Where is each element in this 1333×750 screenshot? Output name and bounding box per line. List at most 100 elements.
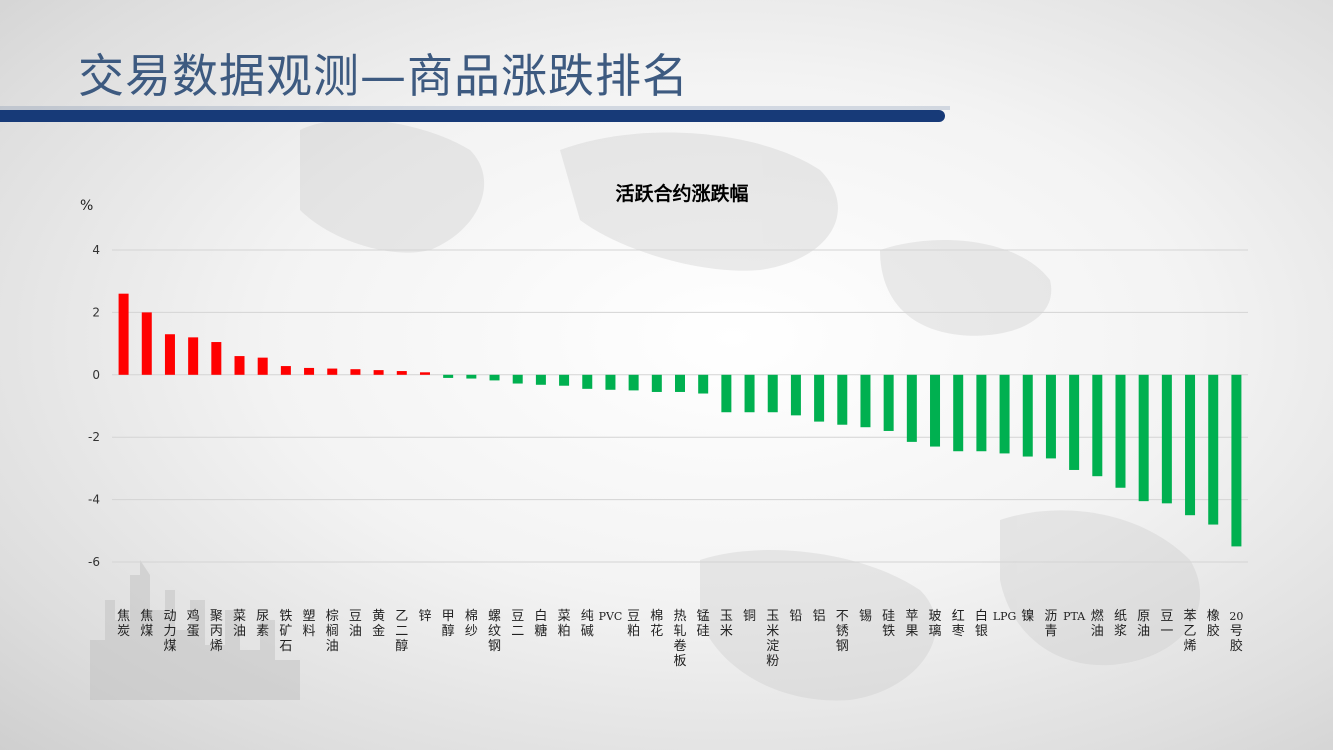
x-tick-label: 聚丙烯 bbox=[210, 609, 223, 654]
bars bbox=[118, 293, 1242, 547]
bar bbox=[976, 374, 987, 452]
bar bbox=[628, 374, 639, 391]
bar bbox=[582, 374, 593, 389]
bar bbox=[466, 374, 477, 379]
x-tick-label: 20 号胶 bbox=[1229, 610, 1243, 654]
bar bbox=[280, 366, 291, 375]
x-tick-label: 豆粕 bbox=[627, 609, 640, 639]
x-tick-label: 菜油 bbox=[233, 609, 246, 639]
bar bbox=[373, 370, 384, 375]
bar bbox=[419, 372, 430, 375]
x-tick-label: 沥青 bbox=[1044, 609, 1057, 639]
bar bbox=[396, 371, 407, 375]
bar bbox=[721, 374, 732, 413]
y-tick-label: -2 bbox=[88, 430, 100, 444]
bar bbox=[860, 374, 871, 428]
x-tick-label: 塑料 bbox=[303, 609, 316, 639]
x-tick-label: 棕榈油 bbox=[326, 609, 339, 654]
y-tick-label: -4 bbox=[88, 493, 100, 507]
bar bbox=[605, 374, 616, 390]
header-shadow bbox=[0, 106, 950, 110]
x-tick-label: 锰硅 bbox=[697, 609, 710, 639]
bar bbox=[883, 374, 894, 431]
x-tick-label: 硅铁 bbox=[882, 609, 895, 639]
y-tick-label: 4 bbox=[92, 243, 100, 257]
x-tick-label: 焦炭 bbox=[117, 609, 130, 639]
bar bbox=[837, 374, 848, 425]
bar bbox=[164, 334, 175, 375]
bar bbox=[1045, 374, 1056, 459]
x-tick-label: PVC bbox=[599, 610, 623, 623]
bar bbox=[304, 367, 315, 375]
x-tick-label: 鸡蛋 bbox=[187, 608, 200, 639]
x-tick-label: 纯碱 bbox=[581, 609, 594, 639]
x-tick-label: 螺纹钢 bbox=[488, 609, 501, 654]
gridlines bbox=[112, 249, 1248, 563]
x-tick-label: 纸浆 bbox=[1114, 609, 1127, 639]
bar bbox=[999, 374, 1010, 454]
x-tick-label: 铝 bbox=[813, 609, 826, 624]
x-tick-label: 锌 bbox=[418, 609, 431, 624]
y-tick-label: 0 bbox=[92, 368, 100, 382]
bar bbox=[211, 342, 222, 375]
bar bbox=[1185, 374, 1196, 516]
y-axis-unit: % bbox=[80, 198, 93, 214]
bar bbox=[512, 374, 523, 384]
bar bbox=[141, 312, 152, 375]
x-tick-label: 黄金 bbox=[372, 609, 385, 639]
y-tick-label: 2 bbox=[92, 305, 100, 319]
x-tick-label: 燃油 bbox=[1091, 608, 1104, 639]
bar bbox=[257, 357, 268, 375]
bar bbox=[698, 374, 709, 394]
x-tick-label: 铜 bbox=[743, 609, 756, 624]
bar bbox=[1231, 374, 1242, 547]
bar bbox=[767, 374, 778, 413]
x-tick-label: 热轧卷板 bbox=[673, 609, 686, 669]
bar bbox=[234, 356, 245, 375]
x-tick-label: 原油 bbox=[1137, 609, 1150, 639]
x-tick-label: 铅 bbox=[789, 609, 802, 624]
x-tick-label: 焦煤 bbox=[140, 609, 153, 639]
bar bbox=[953, 374, 964, 452]
x-tick-label: 动力煤 bbox=[163, 609, 176, 654]
y-tick-label: -6 bbox=[88, 555, 100, 569]
x-tick-label: 红枣 bbox=[952, 608, 965, 639]
bar bbox=[443, 374, 454, 378]
x-tick-label: 苹果 bbox=[905, 609, 918, 639]
bar bbox=[1022, 374, 1033, 457]
x-tick-label: 棉纱 bbox=[465, 609, 478, 639]
bar bbox=[1138, 374, 1149, 502]
x-tick-label: 尿素 bbox=[256, 609, 269, 639]
x-tick-label: 甲醇 bbox=[442, 609, 455, 639]
x-tick-label: 豆二 bbox=[511, 609, 524, 639]
bar bbox=[744, 374, 755, 413]
bar bbox=[1161, 374, 1172, 504]
header-bar bbox=[0, 110, 945, 122]
bar bbox=[1208, 374, 1219, 525]
x-tick-label: 乙二醇 bbox=[395, 609, 408, 654]
bar bbox=[814, 374, 825, 422]
x-tick-label: 白糖 bbox=[534, 608, 547, 639]
bar bbox=[327, 368, 338, 375]
bar bbox=[930, 374, 941, 447]
x-tick-label: 棉花 bbox=[650, 609, 663, 639]
bar bbox=[350, 369, 361, 375]
x-tick-label: 不锈钢 bbox=[836, 609, 849, 654]
x-tick-label: 豆一 bbox=[1160, 609, 1173, 639]
x-tick-label: 苯乙烯 bbox=[1184, 609, 1197, 654]
bar bbox=[188, 337, 199, 375]
bar bbox=[535, 374, 546, 385]
x-tick-label: 橡胶 bbox=[1207, 609, 1220, 639]
x-tick-label: 豆油 bbox=[349, 609, 362, 639]
x-tick-label: 玻璃 bbox=[929, 609, 942, 639]
bar bbox=[1092, 374, 1103, 477]
bar bbox=[559, 374, 570, 386]
x-tick-label: 菜粕 bbox=[558, 609, 571, 639]
x-tick-label: 玉米淀粉 bbox=[766, 609, 779, 669]
bar bbox=[1069, 374, 1080, 470]
x-tick-label: 玉米 bbox=[720, 609, 733, 639]
x-tick-label: 镍 bbox=[1021, 609, 1034, 624]
bar bbox=[489, 374, 500, 381]
